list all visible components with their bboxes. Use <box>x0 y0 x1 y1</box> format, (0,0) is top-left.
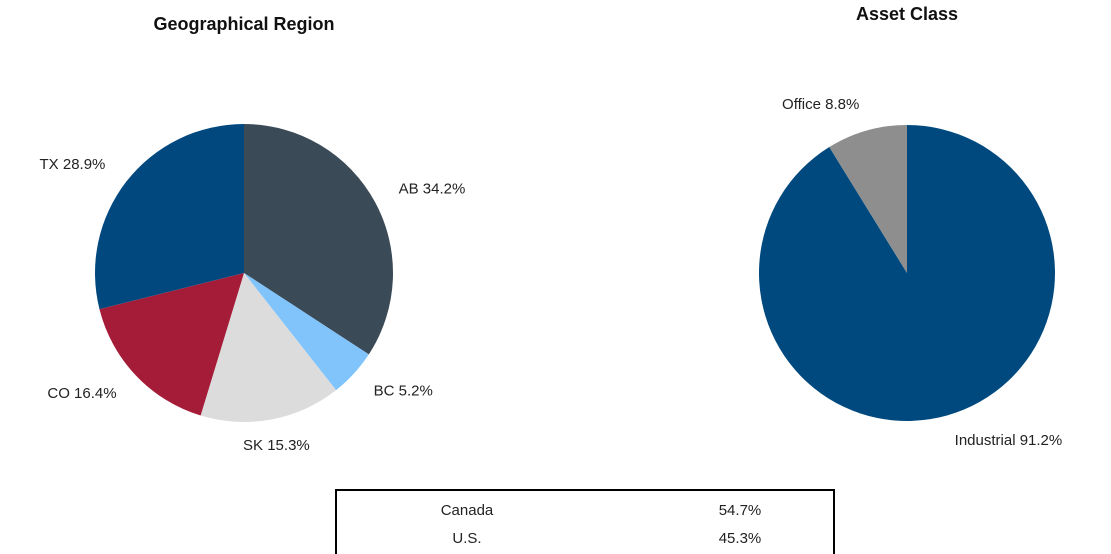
slice-category: SK <box>243 437 263 454</box>
slice-category: CO <box>47 385 70 402</box>
slice-category: BC <box>374 383 395 400</box>
slice-value: 34.2% <box>423 180 466 197</box>
slice-label: Industrial 91.2% <box>955 432 1063 449</box>
pie-slice <box>244 273 369 391</box>
table-cell: 54.7% <box>719 502 762 519</box>
slice-label: Office 8.8% <box>782 96 859 113</box>
table-cell: 45.3% <box>719 530 762 547</box>
chart-title: Geographical Region <box>153 14 334 34</box>
pie-slice <box>244 124 393 355</box>
slice-label: CO 16.4% <box>47 385 116 402</box>
table-frame <box>335 489 835 554</box>
slice-label: SK 15.3% <box>243 437 310 454</box>
pie-slice <box>99 273 244 416</box>
chart-title: Asset Class <box>856 4 958 24</box>
slice-value: 16.4% <box>74 385 117 402</box>
slice-label: BC 5.2% <box>374 383 433 400</box>
slice-label: AB 34.2% <box>399 180 466 197</box>
table-cell: U.S. <box>452 530 481 547</box>
table-cell: Canada <box>441 502 494 519</box>
slice-value: 8.8% <box>825 96 859 113</box>
slice-value: 5.2% <box>399 383 433 400</box>
pie-slice <box>200 273 337 422</box>
slice-category: Office <box>782 96 821 113</box>
pie-slice <box>759 125 1056 421</box>
slice-value: 28.9% <box>63 156 106 173</box>
slice-label: TX 28.9% <box>40 156 106 173</box>
slice-value: 15.3% <box>267 437 310 454</box>
pie-slice <box>829 125 907 273</box>
slice-category: Industrial <box>955 432 1016 449</box>
pie-slice <box>95 124 244 310</box>
slice-category: TX <box>40 156 59 173</box>
slice-value: 91.2% <box>1020 432 1063 449</box>
slice-category: AB <box>399 180 419 197</box>
